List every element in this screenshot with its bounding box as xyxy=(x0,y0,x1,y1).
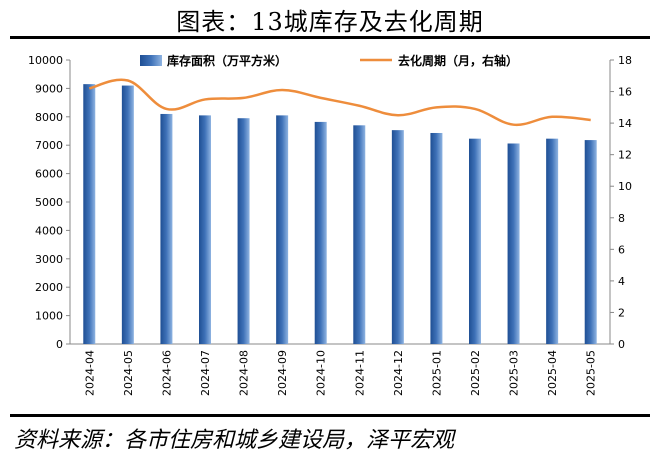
right-axis-ticks: 0 2 4 6 8 10 12 14 16 18 xyxy=(610,54,632,351)
right-tick-label: 16 xyxy=(618,86,632,99)
left-axis-ticks: 0 1000 2000 3000 4000 5000 6000 7000 8000 9000 100… xyxy=(28,54,70,351)
inventory-bar xyxy=(121,85,134,344)
x-tick-label: 2025-04 xyxy=(546,350,559,396)
right-tick-label: 2 xyxy=(618,306,625,319)
x-tick-label: 2024-10 xyxy=(315,350,328,396)
inventory-bar xyxy=(276,115,289,344)
x-tick-label: 2024-09 xyxy=(276,350,289,396)
source-note: 资料来源：各市住房和城乡建设局，泽平宏观 xyxy=(14,428,455,453)
inventory-bar xyxy=(353,125,366,344)
right-tick-label: 0 xyxy=(618,338,625,351)
inventory-bar xyxy=(199,115,211,344)
legend-bar-swatch xyxy=(140,55,162,66)
title-rule xyxy=(10,36,650,39)
left-tick-label: 0 xyxy=(56,338,63,351)
inventory-chart: 0100020003000400050006000700080009000100… xyxy=(28,53,632,396)
left-tick-label: 2000 xyxy=(35,281,63,294)
legend-bar-label: 库存面积（万平方米） xyxy=(167,53,287,68)
inventory-bar xyxy=(237,118,250,344)
bar-series xyxy=(83,84,597,345)
inventory-bar xyxy=(160,113,173,345)
left-tick-label: 4000 xyxy=(35,224,63,237)
x-tick-label: 2025-01 xyxy=(430,350,443,396)
x-axis-ticks: 2024-04 2024-05 2024-06 2024-07 2024-08 2024-… xyxy=(83,350,597,396)
chart-legend: 库存面积（万平方米） 去化周期（月，右轴） xyxy=(140,53,518,68)
left-tick-label: 1000 xyxy=(35,310,63,323)
right-tick-label: 18 xyxy=(618,54,632,67)
legend-line-label: 去化周期（月，右轴） xyxy=(398,53,518,68)
figure-title: 图表：13城库存及去化周期 xyxy=(176,8,484,36)
left-tick-label: 8000 xyxy=(35,111,63,124)
x-tick-label: 2024-08 xyxy=(238,350,251,396)
line-series xyxy=(88,78,591,127)
x-tick-label: 2025-03 xyxy=(508,350,521,396)
left-tick-label: 6000 xyxy=(35,168,63,181)
x-tick-label: 2025-05 xyxy=(585,350,598,396)
x-tick-label: 2025-02 xyxy=(469,350,482,396)
x-tick-label: 2024-05 xyxy=(122,350,135,396)
inventory-bar xyxy=(469,138,481,344)
left-tick-label: 7000 xyxy=(35,139,63,152)
right-tick-label: 6 xyxy=(618,243,625,256)
inventory-bar xyxy=(314,121,327,344)
x-tick-label: 2024-12 xyxy=(392,350,405,396)
right-tick-label: 8 xyxy=(618,212,625,225)
x-tick-label: 2024-07 xyxy=(199,350,212,396)
x-tick-label: 2024-11 xyxy=(353,350,366,396)
right-tick-label: 14 xyxy=(618,117,632,130)
source-rule xyxy=(10,414,650,417)
left-tick-label: 3000 xyxy=(35,253,63,266)
inventory-bar xyxy=(83,84,96,344)
inventory-bar xyxy=(430,132,443,344)
right-tick-label: 10 xyxy=(618,180,632,193)
left-tick-label: 5000 xyxy=(35,196,63,209)
x-tick-label: 2024-06 xyxy=(160,350,173,396)
right-tick-label: 12 xyxy=(618,149,632,162)
inventory-bar xyxy=(391,130,404,344)
left-tick-label: 10000 xyxy=(28,54,63,67)
turnover-line xyxy=(88,78,591,127)
x-tick-label: 2024-04 xyxy=(83,350,96,396)
inventory-bar xyxy=(546,138,559,344)
inventory-bar xyxy=(584,140,597,344)
right-tick-label: 4 xyxy=(618,275,625,288)
inventory-bar xyxy=(507,143,520,344)
left-tick-label: 9000 xyxy=(35,82,63,95)
